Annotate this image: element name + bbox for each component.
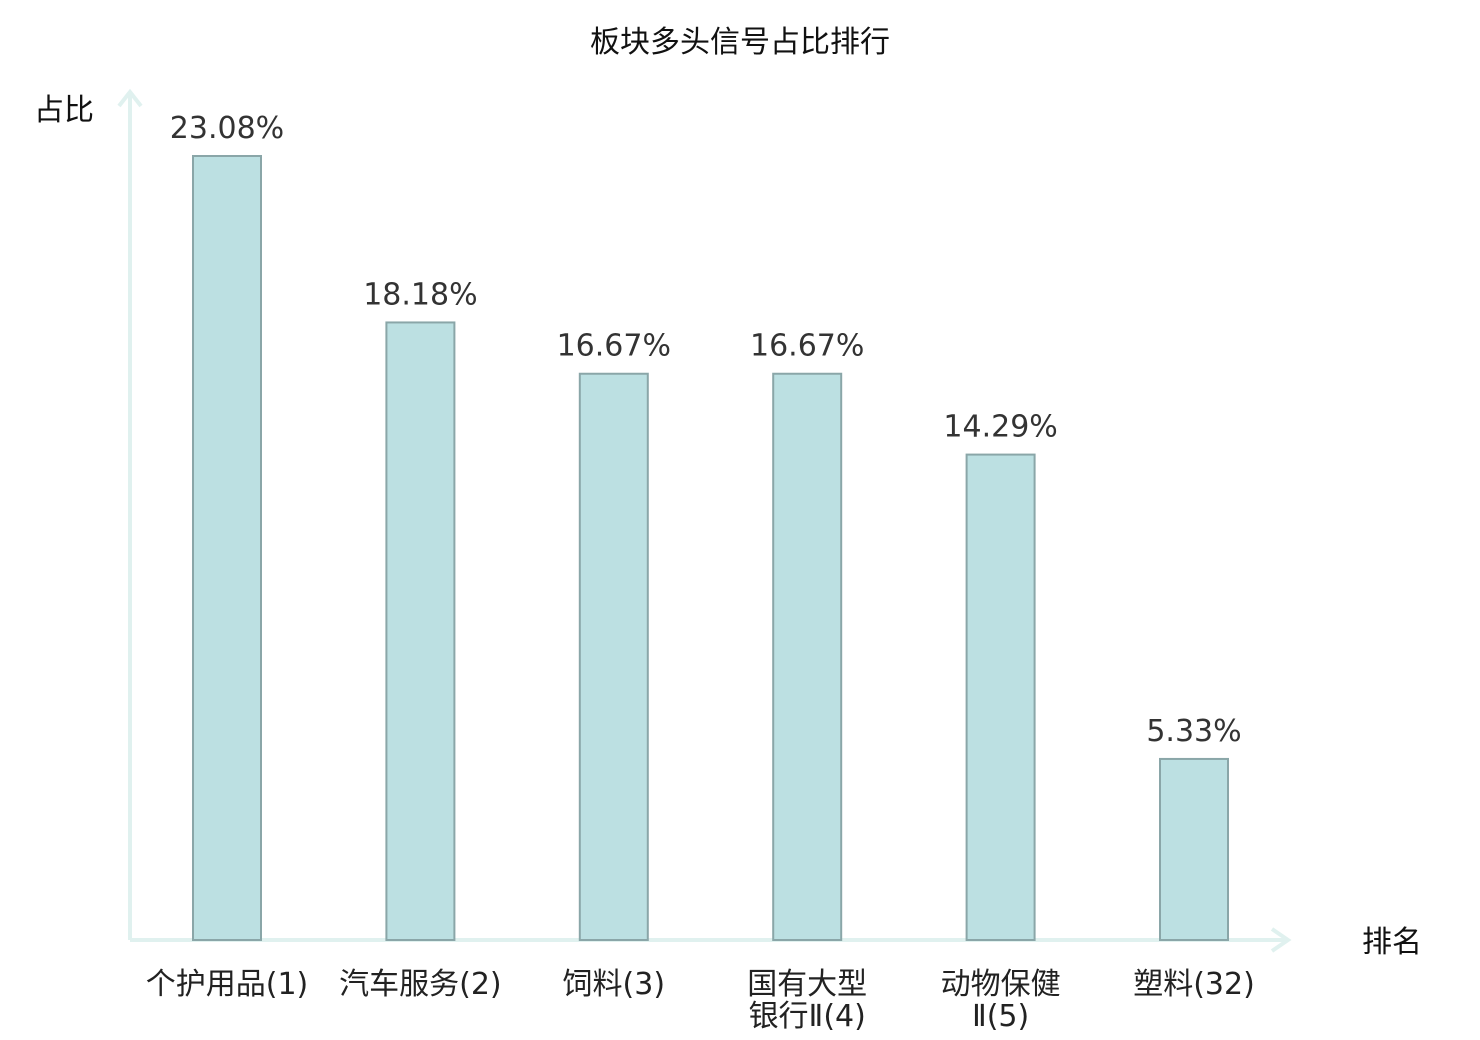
x-axis xyxy=(130,927,1292,953)
value-labels-group: 23.08% 18.18% 16.67% 16.67% 14.29% 5.33% xyxy=(170,111,1242,749)
x-tick-labels-group: 个护用品(1) 汽车服务(2) 饲料(3) 国有大型银行Ⅱ(4) 动物保健 Ⅱ(5) 塑料(… xyxy=(146,967,1255,1034)
bar-value-label: 16.67% xyxy=(750,329,864,364)
bar-value-label: 23.08% xyxy=(170,111,284,146)
x-tick-label: 塑料(32) xyxy=(1133,967,1255,1002)
x-axis-label: 排名 xyxy=(1362,925,1422,960)
bars-group xyxy=(192,155,1229,942)
bar-value-label: 18.18% xyxy=(363,277,477,312)
x-tick-label: 动物保健 Ⅱ(5) xyxy=(941,967,1061,1034)
x-tick-label: 汽车服务(2) xyxy=(339,967,502,1002)
bar-value-label: 5.33% xyxy=(1146,714,1241,749)
bar xyxy=(385,321,456,941)
chart-title: 板块多头信号占比排行 xyxy=(590,25,890,60)
bar xyxy=(1159,757,1229,942)
x-tick-label: 个护用品(1) xyxy=(146,967,309,1002)
y-axis xyxy=(117,88,143,940)
bar xyxy=(772,372,843,941)
x-tick-label: 国有大型银行Ⅱ(4) xyxy=(747,967,867,1034)
bar xyxy=(965,453,1036,941)
bar xyxy=(578,372,649,941)
bar-value-label: 16.67% xyxy=(557,329,671,364)
bar xyxy=(192,155,262,941)
x-tick-label: 饲料(3) xyxy=(563,967,666,1002)
y-axis-label: 占比 xyxy=(34,93,94,128)
bar-value-label: 14.29% xyxy=(943,410,1057,445)
